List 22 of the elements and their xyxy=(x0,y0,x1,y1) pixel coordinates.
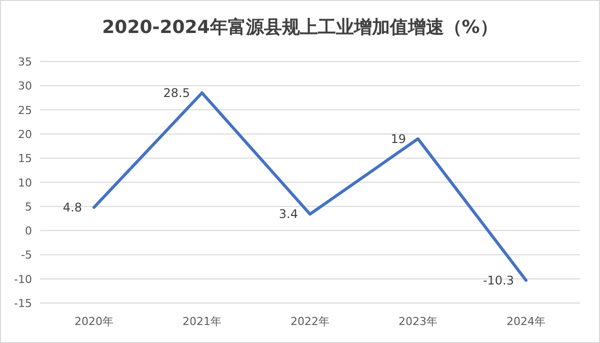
y-tick-label: 25 xyxy=(18,104,32,117)
data-label: 4.8 xyxy=(62,200,82,214)
y-tick-label: 15 xyxy=(18,152,32,166)
x-tick-label: 2021年 xyxy=(182,315,222,328)
x-tick-label: 2024年 xyxy=(506,315,546,328)
y-tick-label: 0 xyxy=(25,224,32,238)
y-tick-label: 5 xyxy=(25,200,32,214)
x-tick-label: 2020年 xyxy=(74,315,114,328)
y-tick-label: -5 xyxy=(21,248,32,262)
y-tick-label: 35 xyxy=(18,56,32,68)
data-label: -10.3 xyxy=(482,273,514,288)
y-tick-label: 30 xyxy=(18,80,32,93)
y-tick-label: 20 xyxy=(18,128,32,141)
data-label: 28.5 xyxy=(163,86,190,100)
y-tick-label: 10 xyxy=(18,176,32,190)
data-label: 3.4 xyxy=(278,207,298,222)
x-tick-label: 2022年 xyxy=(290,315,330,328)
y-tick-label: -10 xyxy=(14,272,32,286)
y-tick-label: -15 xyxy=(14,297,32,310)
x-tick-label: 2023年 xyxy=(398,315,438,328)
data-label: 19 xyxy=(390,132,406,146)
chart-title: 2020-2024年富源县规上工业增加值增速（%） xyxy=(102,17,498,38)
